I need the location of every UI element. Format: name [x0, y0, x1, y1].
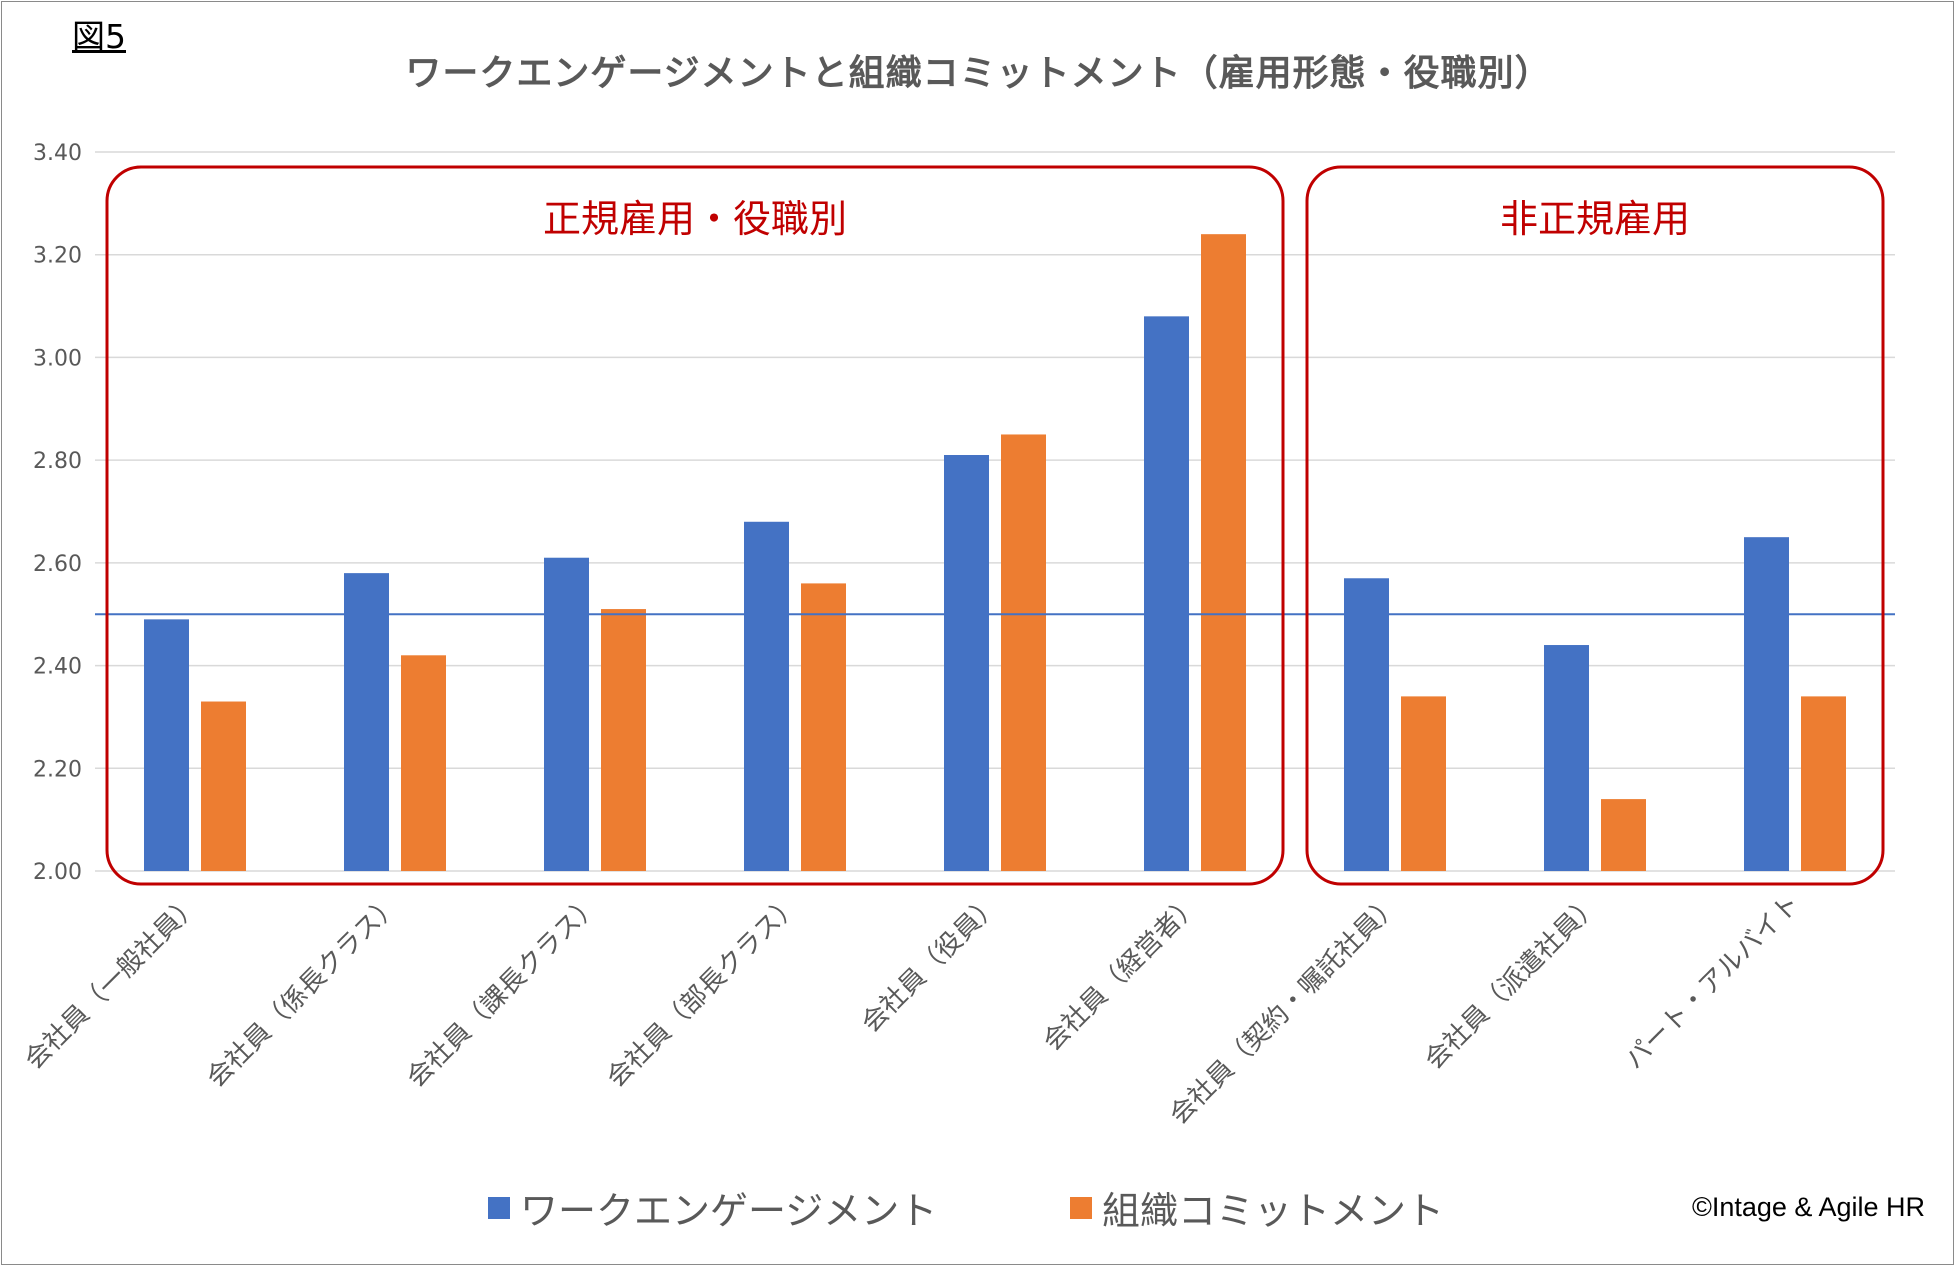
- bar-commitment: [201, 701, 246, 871]
- x-tick-label: 会社員（派遣社員）: [1419, 889, 1606, 1076]
- y-tick-label: 3.40: [33, 141, 82, 166]
- legend: ワークエンゲージメント 組織コミットメント: [0, 1180, 1957, 1233]
- bar-commitment: [801, 583, 846, 871]
- bar-commitment: [1001, 434, 1046, 871]
- bar-engagement: [1344, 578, 1389, 871]
- x-tick-label: 会社員（課長クラス）: [401, 889, 606, 1094]
- y-tick-label: 2.20: [33, 757, 82, 782]
- x-tick-label: 会社員（契約・嘱託社員）: [1164, 889, 1406, 1131]
- bar-engagement: [1744, 537, 1789, 871]
- bar-engagement: [744, 521, 789, 871]
- bar-commitment: [401, 655, 446, 871]
- x-tick-label: パート・アルバイト: [1619, 889, 1805, 1075]
- bar-engagement: [1144, 316, 1189, 871]
- x-tick-label: 会社員（役員）: [856, 889, 1006, 1039]
- legend-swatch-engagement: [488, 1196, 510, 1219]
- legend-item-engagement: ワークエンゲージメント: [488, 1180, 937, 1235]
- y-tick-label: 2.00: [33, 860, 82, 885]
- figure-label: 図5: [72, 17, 126, 56]
- group-box: [105, 165, 1285, 886]
- y-tick-label: 3.00: [33, 346, 82, 371]
- x-tick-label: 会社員（一般社員）: [19, 889, 206, 1076]
- group-label: 非正規雇用: [1500, 197, 1690, 241]
- y-tick-label: 2.40: [33, 655, 82, 680]
- bar-commitment: [1201, 234, 1246, 871]
- bar-engagement: [344, 573, 389, 871]
- x-tick-label: 会社員（経営者）: [1038, 889, 1206, 1057]
- group-label: 正規雇用・役職別: [543, 197, 847, 241]
- bar-commitment: [1401, 696, 1446, 871]
- legend-swatch-commitment: [1070, 1196, 1092, 1219]
- group-box: [1305, 165, 1885, 886]
- y-tick-label: 2.60: [33, 552, 82, 577]
- bar-engagement: [144, 619, 189, 871]
- copyright-text: ©Intage & Agile HR: [1691, 1192, 1925, 1222]
- y-tick-label: 3.20: [33, 244, 82, 269]
- x-tick-label: 会社員（係長クラス）: [201, 889, 406, 1094]
- legend-item-commitment: 組織コミットメント: [1070, 1180, 1444, 1235]
- bar-engagement: [944, 455, 989, 871]
- bar-engagement: [1544, 645, 1589, 871]
- bar-commitment: [1601, 799, 1646, 871]
- x-tick-label: 会社員（部長クラス）: [601, 889, 806, 1094]
- legend-label-commitment: 組織コミットメント: [1102, 1189, 1445, 1233]
- bar-commitment: [601, 609, 646, 871]
- y-tick-label: 2.80: [33, 449, 82, 474]
- legend-label-engagement: ワークエンゲージメント: [520, 1189, 938, 1233]
- bar-commitment: [1801, 696, 1846, 871]
- chart-title: ワークエンゲージメントと組織コミットメント（雇用形態・役職別）: [405, 53, 1552, 94]
- bar-engagement: [544, 557, 589, 871]
